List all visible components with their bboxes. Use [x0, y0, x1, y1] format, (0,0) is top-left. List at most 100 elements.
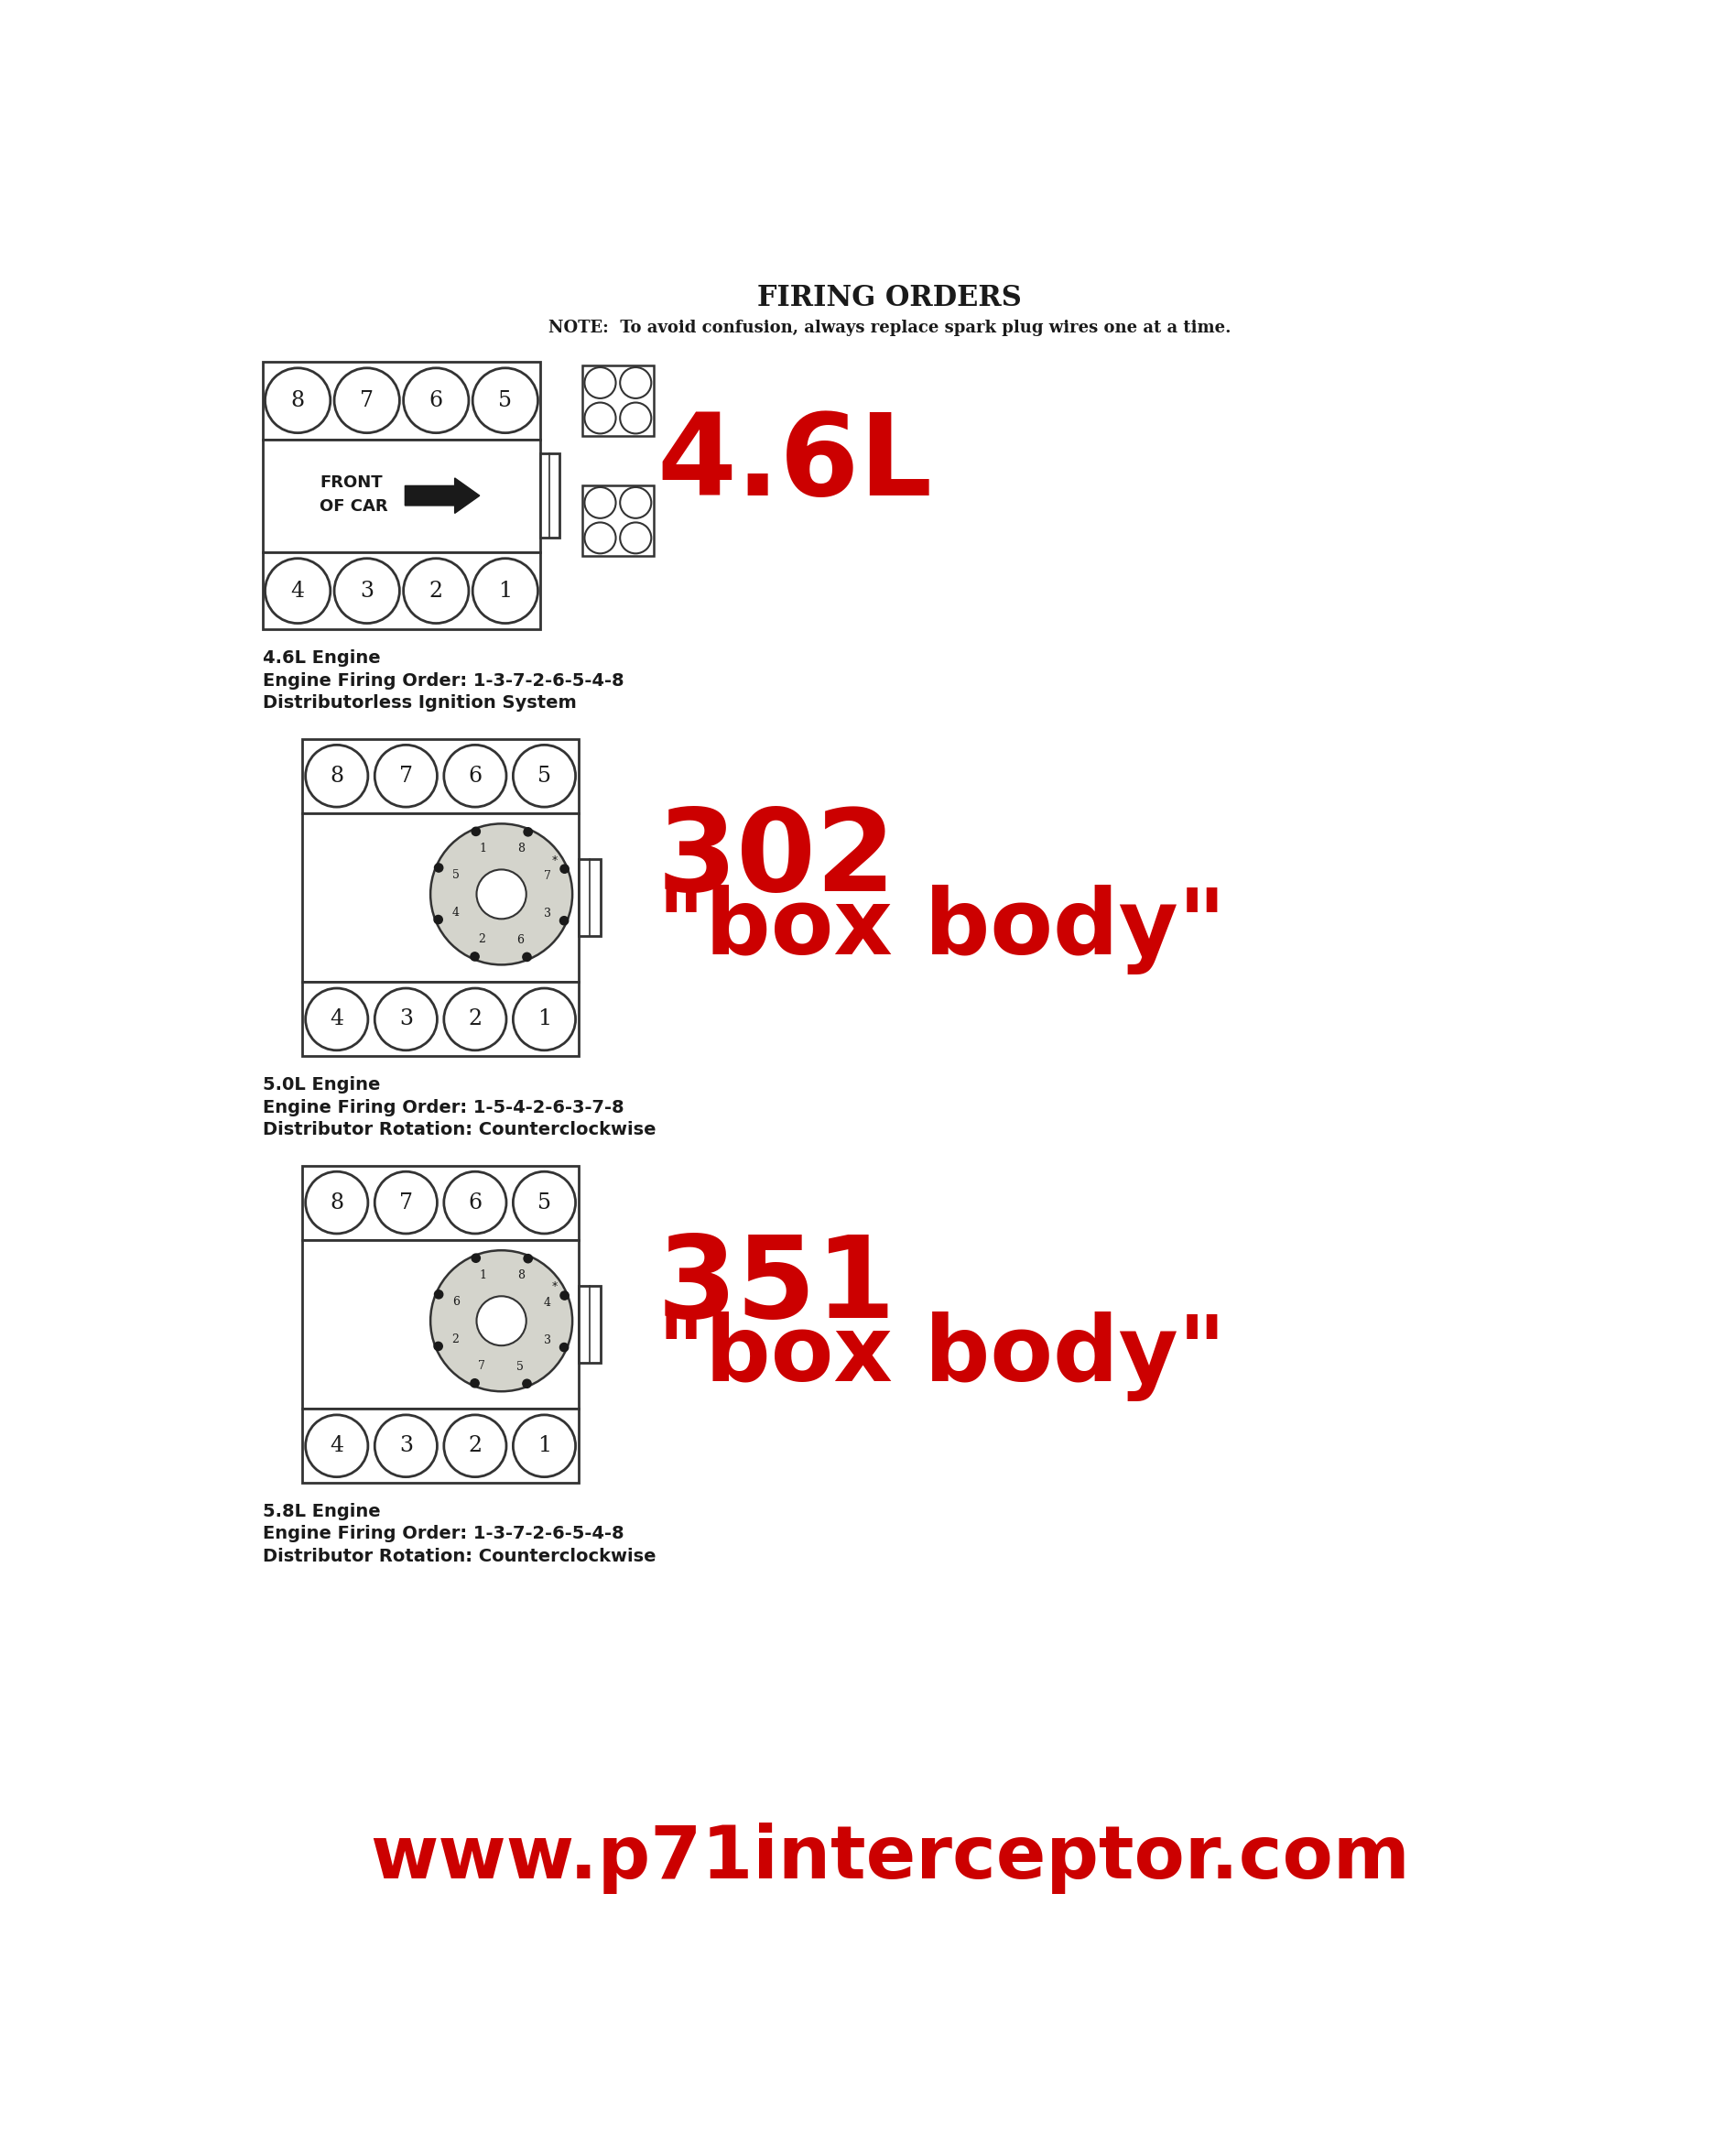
- Circle shape: [585, 487, 616, 519]
- Circle shape: [266, 369, 330, 433]
- Text: 5: 5: [538, 765, 550, 787]
- Circle shape: [444, 1415, 507, 1477]
- Circle shape: [306, 988, 368, 1051]
- Text: 4.6L Engine: 4.6L Engine: [264, 650, 380, 667]
- Circle shape: [375, 1415, 437, 1477]
- Circle shape: [266, 557, 330, 624]
- Circle shape: [585, 523, 616, 553]
- Circle shape: [306, 744, 368, 806]
- Circle shape: [335, 557, 399, 624]
- Circle shape: [472, 1254, 481, 1263]
- Text: 6: 6: [469, 1192, 483, 1214]
- Bar: [583, 364, 653, 435]
- Text: 3: 3: [359, 581, 373, 600]
- Circle shape: [444, 988, 507, 1051]
- Circle shape: [375, 744, 437, 806]
- Circle shape: [620, 367, 651, 399]
- Circle shape: [514, 1171, 576, 1233]
- Circle shape: [470, 952, 479, 961]
- Text: 3: 3: [399, 1008, 413, 1029]
- Text: 6: 6: [516, 935, 524, 946]
- Text: NOTE:  To avoid confusion, always replace spark plug wires one at a time.: NOTE: To avoid confusion, always replace…: [549, 319, 1231, 337]
- Circle shape: [514, 1415, 576, 1477]
- Text: 4.6L: 4.6L: [656, 407, 932, 519]
- Text: 7: 7: [543, 870, 550, 881]
- Text: 2: 2: [429, 581, 443, 600]
- Text: *: *: [552, 1280, 557, 1293]
- Text: 5: 5: [516, 1361, 524, 1372]
- Circle shape: [477, 870, 526, 920]
- Text: 4: 4: [543, 1297, 550, 1308]
- Text: 3: 3: [399, 1434, 413, 1456]
- Circle shape: [403, 557, 469, 624]
- Text: 5: 5: [538, 1192, 550, 1214]
- Text: 302: 302: [656, 804, 896, 915]
- Circle shape: [306, 1171, 368, 1233]
- Text: 4: 4: [451, 907, 458, 918]
- Text: 3: 3: [543, 1334, 550, 1346]
- Text: 8: 8: [330, 1192, 344, 1214]
- Circle shape: [561, 864, 569, 873]
- Circle shape: [444, 1171, 507, 1233]
- Bar: [264, 440, 540, 551]
- Text: 2: 2: [479, 933, 486, 946]
- Circle shape: [620, 523, 651, 553]
- Text: *: *: [552, 853, 557, 866]
- Text: "box body": "box body": [656, 1312, 1226, 1402]
- FancyArrow shape: [404, 478, 479, 512]
- Circle shape: [403, 369, 469, 433]
- Circle shape: [523, 1379, 531, 1387]
- Text: Distributorless Ignition System: Distributorless Ignition System: [264, 695, 576, 712]
- Text: 7: 7: [399, 1192, 413, 1214]
- Text: OF CAR: OF CAR: [319, 500, 389, 515]
- Circle shape: [620, 403, 651, 433]
- Circle shape: [514, 988, 576, 1051]
- Circle shape: [523, 952, 531, 961]
- Text: 8: 8: [330, 765, 344, 787]
- Text: 1: 1: [538, 1008, 552, 1029]
- Circle shape: [375, 1171, 437, 1233]
- Circle shape: [620, 487, 651, 519]
- Circle shape: [559, 1342, 568, 1351]
- Text: FRONT: FRONT: [319, 474, 382, 491]
- Bar: [302, 982, 578, 1057]
- Circle shape: [472, 557, 538, 624]
- Circle shape: [472, 828, 481, 836]
- Text: 3: 3: [543, 907, 550, 920]
- Text: 7: 7: [479, 1359, 486, 1372]
- Text: 5: 5: [451, 868, 460, 881]
- Circle shape: [434, 1342, 443, 1351]
- Circle shape: [559, 915, 568, 924]
- Bar: [302, 1166, 578, 1239]
- Circle shape: [524, 828, 533, 836]
- Text: Engine Firing Order: 1-3-7-2-6-5-4-8: Engine Firing Order: 1-3-7-2-6-5-4-8: [264, 1524, 625, 1544]
- Text: 6: 6: [469, 765, 483, 787]
- Text: 1: 1: [479, 843, 486, 855]
- Text: 8: 8: [517, 843, 524, 855]
- Bar: [302, 813, 578, 982]
- Text: 4: 4: [292, 581, 304, 600]
- Text: 5.0L Engine: 5.0L Engine: [264, 1076, 380, 1093]
- Text: 5.8L Engine: 5.8L Engine: [264, 1503, 380, 1520]
- Text: 6: 6: [451, 1295, 460, 1308]
- Circle shape: [585, 367, 616, 399]
- Bar: [302, 740, 578, 813]
- Text: 1: 1: [479, 1269, 486, 1282]
- Circle shape: [335, 369, 399, 433]
- Text: FIRING ORDERS: FIRING ORDERS: [757, 283, 1023, 313]
- Circle shape: [375, 988, 437, 1051]
- Text: 1: 1: [498, 581, 512, 600]
- Text: 8: 8: [292, 390, 304, 412]
- Circle shape: [472, 369, 538, 433]
- Circle shape: [524, 1254, 533, 1263]
- Circle shape: [585, 403, 616, 433]
- Text: 2: 2: [451, 1334, 458, 1344]
- Circle shape: [431, 1250, 573, 1391]
- Text: Distributor Rotation: Counterclockwise: Distributor Rotation: Counterclockwise: [264, 1121, 656, 1138]
- Text: "box body": "box body": [656, 885, 1226, 976]
- Bar: [264, 551, 540, 630]
- Text: 8: 8: [517, 1269, 524, 1282]
- Circle shape: [561, 1291, 569, 1299]
- Bar: [578, 860, 601, 937]
- Circle shape: [306, 1415, 368, 1477]
